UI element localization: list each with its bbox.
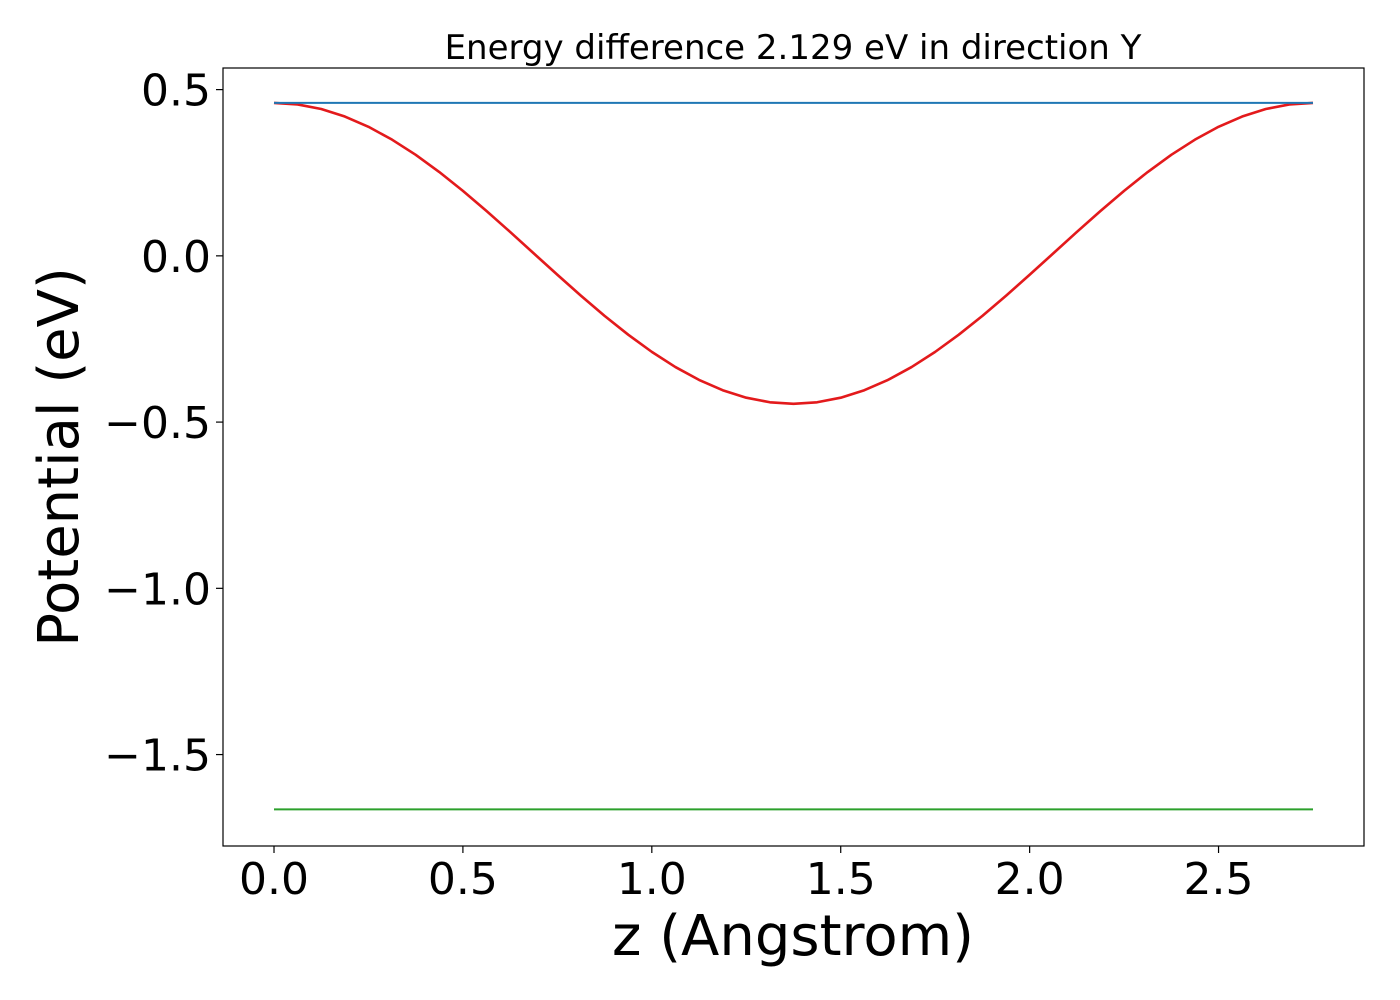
x-tick-label: 2.0 xyxy=(995,854,1065,905)
plot-frame xyxy=(222,67,1365,847)
chart-title: Energy difference 2.129 eV in direction … xyxy=(445,28,1142,68)
x-tick-label: 1.0 xyxy=(617,854,687,905)
y-tick-label: −1.0 xyxy=(104,564,211,615)
x-tick-label: 2.5 xyxy=(1184,854,1254,905)
plot-area xyxy=(273,101,1314,811)
x-tick-label: 1.5 xyxy=(806,854,876,905)
series-line-potential-profile xyxy=(273,101,1314,406)
x-tick-label: 0.0 xyxy=(239,854,309,905)
x-axis-label: z (Angstrom) xyxy=(612,904,974,969)
y-axis: 0.5 0.0 −0.5 −1.0 −1.5 xyxy=(104,66,223,782)
y-tick-label: 0.5 xyxy=(141,66,211,117)
x-axis: 0.0 0.5 1.0 1.5 2.0 2.5 xyxy=(239,846,1254,905)
y-tick-label: −1.5 xyxy=(104,731,211,782)
y-tick-label: −0.5 xyxy=(104,398,211,449)
y-tick-label: 0.0 xyxy=(141,232,211,283)
y-axis-label: Potential (eV) xyxy=(27,267,92,647)
x-tick-label: 0.5 xyxy=(428,854,498,905)
